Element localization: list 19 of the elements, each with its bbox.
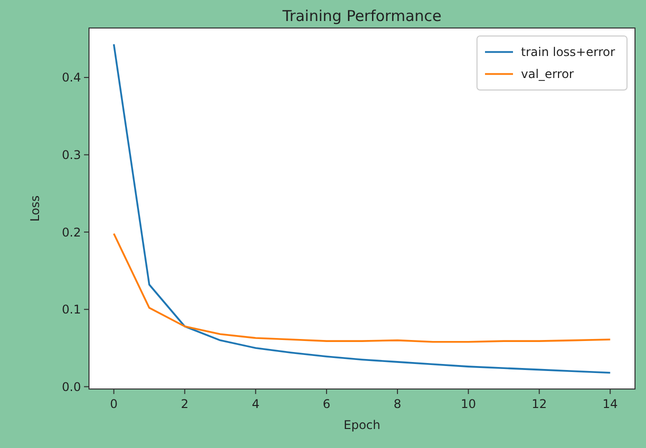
- x-tick-label: 6: [322, 397, 330, 411]
- line-series: [112, 232, 612, 343]
- legend-label: val_error: [521, 67, 574, 82]
- y-axis-title: Loss: [28, 195, 42, 222]
- x-tick-label: 10: [460, 397, 476, 411]
- x-tick-label: 8: [394, 397, 402, 411]
- x-tick-label: 0: [110, 397, 118, 411]
- x-tick-label: 14: [602, 397, 618, 411]
- x-axis-title: Epoch: [344, 418, 380, 432]
- x-tick-label: 2: [180, 397, 189, 411]
- x-tick-label: 4: [252, 397, 260, 411]
- y-tick-label: 0.2: [62, 225, 81, 240]
- x-tick-label: 12: [532, 397, 547, 411]
- y-tick-label: 0.4: [62, 70, 81, 85]
- y-tick-label: 0.0: [62, 380, 81, 394]
- legend-label: train loss+error: [521, 45, 616, 60]
- y-tick-label: 0.3: [62, 148, 81, 162]
- chart-title: Training Performance: [281, 7, 442, 25]
- y-tick-label: 0.1: [62, 302, 81, 317]
